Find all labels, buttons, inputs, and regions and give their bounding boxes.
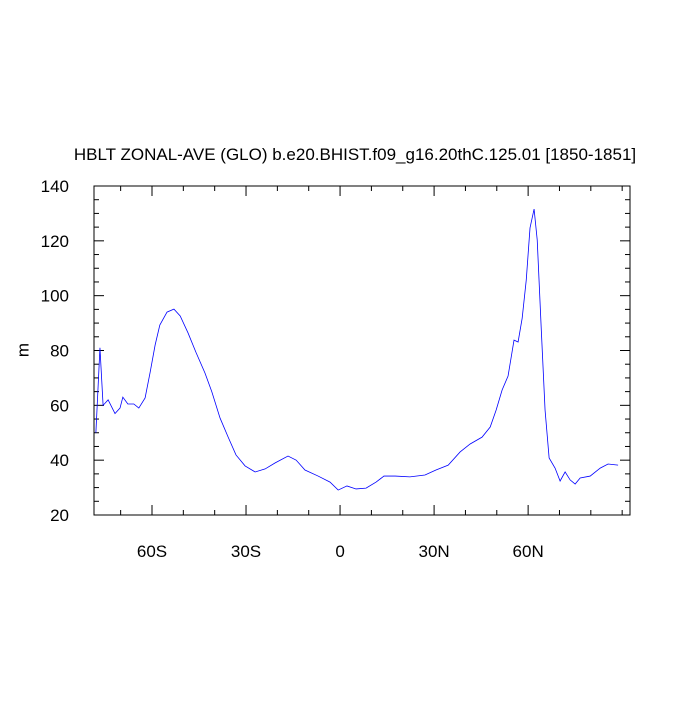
plot-frame — [93, 185, 631, 516]
y-tick-label: 120 — [41, 232, 69, 251]
y-tick-label: 20 — [50, 506, 69, 525]
x-tick-label: 60N — [513, 542, 544, 561]
data-line — [95, 208, 619, 491]
chart-title: HBLT ZONAL-AVE (GLO) b.e20.BHIST.f09_g16… — [74, 145, 636, 164]
x-tick-label: 0 — [335, 542, 344, 561]
x-tick-label: 30N — [418, 542, 449, 561]
y-tick-label: 40 — [50, 451, 69, 470]
y-tick-label: 140 — [41, 177, 69, 196]
x-tick-label: 30S — [231, 542, 261, 561]
x-tick-label: 60S — [137, 542, 167, 561]
y-tick-label: 100 — [41, 287, 69, 306]
y-axis-label: m — [13, 343, 32, 357]
y-tick-label: 80 — [50, 342, 69, 361]
y-tick-label: 60 — [50, 396, 69, 415]
